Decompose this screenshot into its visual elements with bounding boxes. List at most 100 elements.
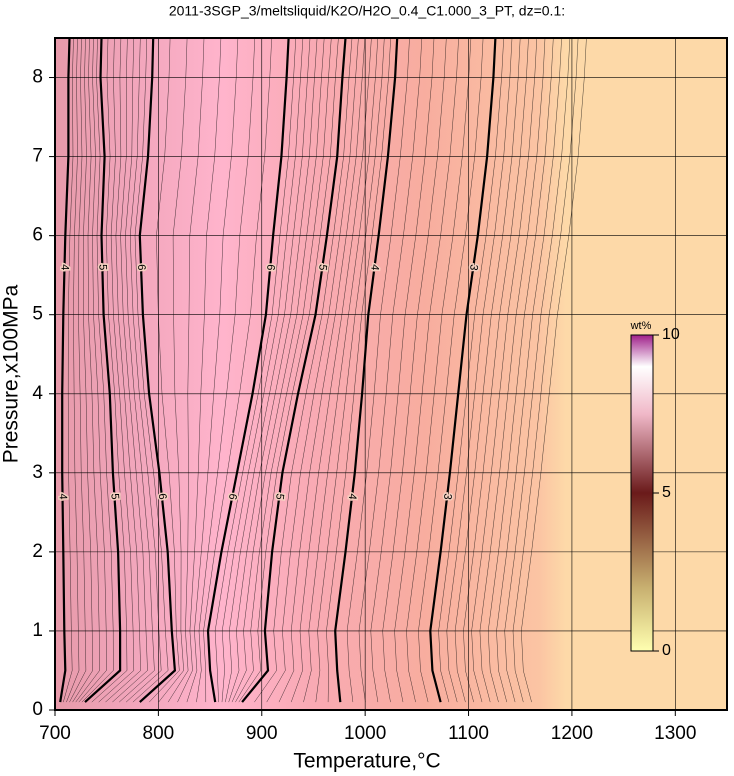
y-tick-label: 0	[32, 699, 43, 720]
chart-title: 2011-3SGP_3/meltsliquid/K2O/H2O_0.4_C1.0…	[169, 3, 565, 19]
minor-contour	[158, 38, 188, 703]
minor-contour	[454, 38, 521, 703]
contour-label: 6	[226, 492, 239, 500]
minor-contour	[496, 38, 562, 703]
minor-contour	[167, 38, 205, 703]
x-tick-label: 1100	[448, 723, 489, 744]
contour-label: 5	[273, 493, 286, 501]
colorbar-tick-label: 5	[662, 484, 671, 501]
minor-contour	[446, 38, 513, 703]
minor-contour	[394, 38, 459, 703]
minor-contour	[98, 38, 135, 703]
minor-contour	[463, 38, 529, 703]
minor-contour	[78, 38, 107, 703]
contour-label: 3	[467, 263, 480, 271]
contour-label: 6	[135, 264, 147, 271]
colorbar-tick-label: 0	[662, 642, 671, 659]
colorbar-tick-label: 10	[662, 326, 680, 343]
minor-contour	[66, 38, 80, 703]
minor-contour	[177, 38, 222, 703]
minor-contour	[326, 38, 391, 703]
y-tick-label: 6	[32, 225, 43, 246]
minor-contour	[91, 38, 128, 703]
contour-line	[334, 38, 399, 703]
minor-contour	[278, 38, 366, 703]
contour-label: 3	[441, 493, 454, 500]
minor-contour	[418, 38, 484, 703]
x-tick-label: 900	[246, 723, 278, 744]
minor-contour	[370, 38, 435, 703]
minor-contour	[487, 38, 554, 703]
y-tick-label: 7	[32, 146, 43, 167]
contour-line	[84, 38, 122, 703]
x-tick-label: 800	[143, 723, 175, 744]
minor-contour	[203, 38, 272, 703]
contour-label: 5	[108, 493, 120, 500]
minor-contour	[214, 38, 297, 703]
minor-contour	[479, 38, 546, 703]
contour-label: 6	[264, 264, 277, 271]
minor-contour	[75, 38, 100, 703]
plot-area: 4 4 5 5 6 6 6 6 5 5 4 4 3 3	[55, 38, 727, 710]
y-axis-label: Pressure,x100MPa	[0, 284, 23, 463]
contour-label: 4	[57, 493, 69, 499]
plot-background	[55, 38, 727, 710]
contour-line	[138, 38, 177, 703]
plot-frame	[54, 37, 728, 711]
y-tick-label: 1	[32, 620, 43, 641]
minor-contour	[254, 38, 353, 703]
minor-contour	[471, 38, 538, 703]
y-tick-label: 3	[32, 462, 43, 483]
minor-contour	[63, 38, 74, 703]
minor-contour	[119, 38, 155, 703]
minor-contour	[69, 38, 87, 703]
minor-contour	[238, 38, 339, 703]
minor-contour	[346, 38, 410, 703]
minor-contour	[221, 38, 304, 703]
minor-contour	[382, 38, 447, 703]
y-tick-label: 5	[32, 304, 43, 325]
contour-line	[429, 38, 497, 703]
contour-label: 5	[96, 264, 108, 270]
minor-contour	[358, 38, 423, 703]
minor-contour	[235, 38, 332, 703]
minor-contour	[303, 38, 379, 703]
x-axis-label: Temperature,°C	[293, 750, 440, 773]
contour-label: 4	[346, 493, 359, 500]
contour-line	[241, 38, 347, 703]
minor-contour	[504, 38, 571, 703]
contour-label: 4	[368, 263, 381, 271]
contour-label: 5	[316, 263, 329, 271]
y-tick-label: 4	[32, 383, 43, 404]
contour-line	[59, 38, 71, 703]
contour-label: 4	[59, 264, 71, 270]
minor-contour	[186, 38, 239, 703]
minor-contour	[315, 38, 385, 703]
minor-contour	[196, 38, 256, 703]
minor-contour	[149, 38, 180, 703]
minor-contour	[81, 38, 114, 703]
minor-contour	[105, 38, 141, 703]
x-tick-label: 700	[39, 723, 71, 744]
colorbar	[630, 334, 654, 652]
minor-contour	[521, 38, 587, 703]
contour-label: 6	[156, 493, 169, 500]
x-tick-label: 1000	[344, 723, 386, 744]
colorbar-label: wt%	[630, 320, 652, 332]
x-tick-label: 1300	[654, 723, 696, 744]
contour-line	[206, 38, 290, 703]
minor-contour	[132, 38, 169, 703]
minor-contour	[228, 38, 318, 703]
minor-contour	[290, 38, 372, 703]
minor-contour	[406, 38, 472, 703]
minor-contour	[266, 38, 359, 703]
minor-contour	[512, 38, 579, 703]
minor-contour	[225, 38, 311, 703]
minor-contour	[438, 38, 504, 703]
y-tick-label: 2	[32, 541, 43, 562]
minor-contour	[112, 38, 148, 703]
x-tick-label: 1200	[551, 723, 593, 744]
minor-contour	[72, 38, 93, 703]
